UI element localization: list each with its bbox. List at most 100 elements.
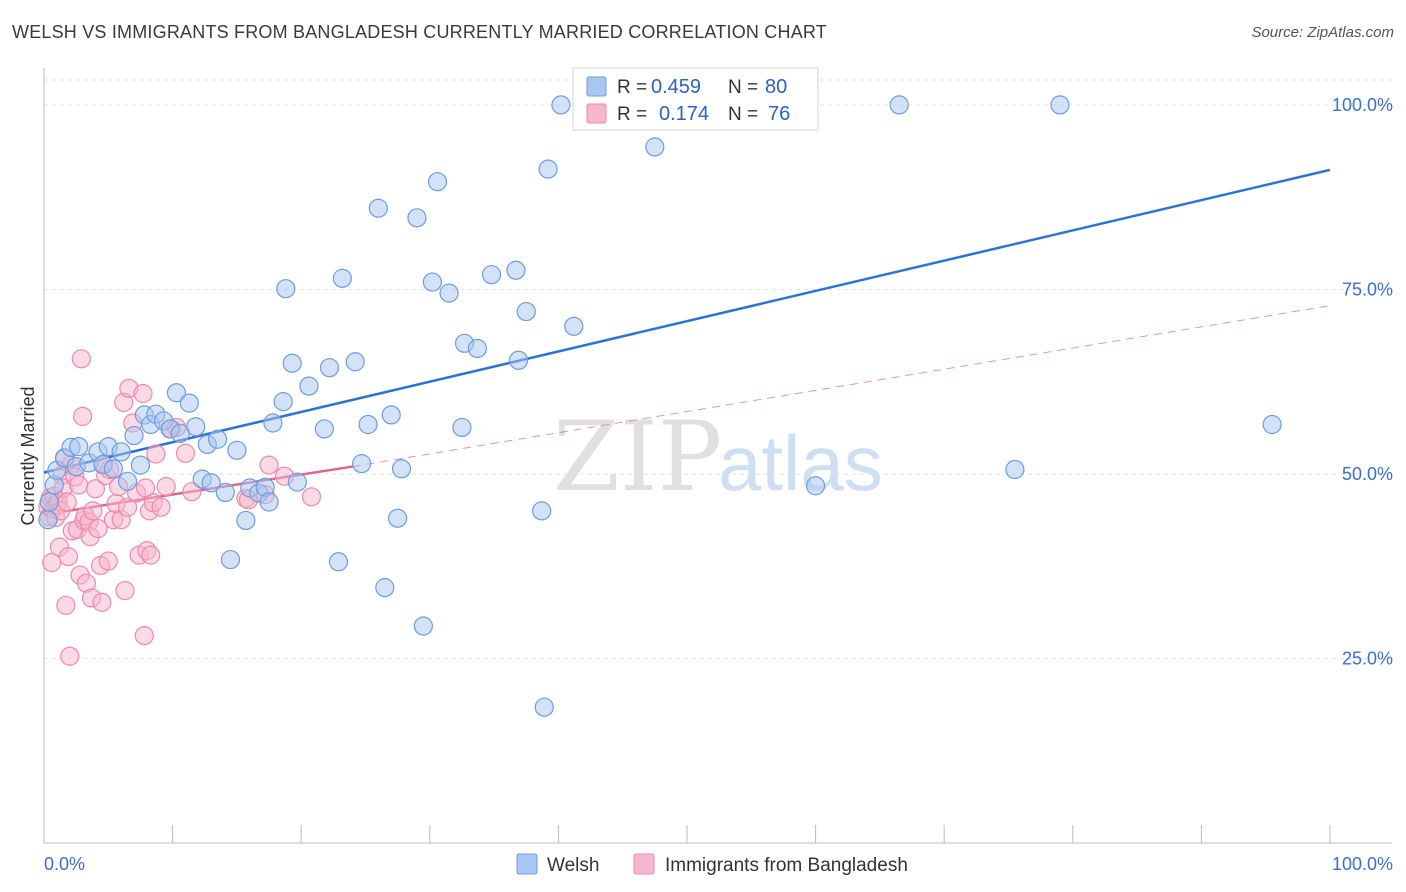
welsh-point-78 — [1005, 459, 1025, 480]
bangladesh-point-61 — [156, 476, 176, 497]
welsh-point-76 — [805, 476, 826, 496]
y-tick-label-50: 50.0% — [1342, 464, 1393, 484]
welsh-point-59 — [427, 172, 448, 192]
welsh-point-32 — [227, 440, 247, 460]
welsh-point-72 — [564, 316, 584, 336]
bangladesh-point-3 — [42, 552, 62, 573]
welsh-point-50 — [358, 414, 378, 435]
welsh-point-31 — [220, 549, 241, 570]
legend-bottom-label-welsh: Welsh — [547, 855, 599, 876]
y-tick-label-75: 75.0% — [1342, 279, 1393, 299]
welsh-point-47 — [332, 268, 352, 288]
welsh-point-67 — [516, 301, 536, 322]
legend-top-box — [572, 67, 819, 131]
legend-top: R = 0.459 N = 80 R = 0.174 N = 76 — [572, 67, 819, 131]
welsh-point-44 — [314, 419, 334, 439]
axes — [43, 68, 1392, 844]
welsh-point-46 — [328, 552, 349, 572]
welsh-point-1 — [39, 492, 59, 512]
bangladesh-point-14 — [56, 595, 76, 615]
legend-bottom-label-bangladesh: Immigrants from Bangladesh — [665, 855, 908, 876]
welsh-point-14 — [117, 471, 138, 491]
legend-bottom: Welsh Immigrants from Bangladesh — [516, 853, 908, 876]
welsh-point-74 — [645, 137, 665, 157]
welsh-point-70 — [538, 159, 558, 179]
welsh-point-22 — [166, 383, 187, 403]
watermark: ZIP atlas — [553, 401, 883, 513]
bangladesh-point-16 — [58, 547, 79, 567]
welsh-point-52 — [375, 578, 395, 598]
welsh-point-71 — [551, 95, 571, 115]
bangladesh-point-34 — [88, 518, 108, 539]
y-tick-labels: 25.0% 50.0% 75.0% 100.0% — [1332, 95, 1393, 669]
welsh-point-54 — [388, 508, 408, 528]
legend-swatch-welsh — [586, 76, 607, 97]
bangladesh-point-52 — [133, 383, 153, 404]
gridlines — [44, 79, 1392, 659]
bangladesh-point-25 — [72, 406, 93, 426]
bangladesh-point-32 — [83, 501, 103, 521]
welsh-point-57 — [413, 616, 433, 636]
x-tick-label-max: 100.0% — [1332, 854, 1393, 874]
welsh-point-63 — [467, 338, 487, 359]
welsh-point-29 — [208, 429, 228, 449]
bangladesh-point-64 — [175, 443, 196, 463]
welsh-point-38 — [263, 413, 283, 433]
y-tick-label-25: 25.0% — [1342, 648, 1393, 668]
bangladesh-point-46 — [115, 580, 135, 601]
legend-r-label-welsh: R = — [617, 77, 647, 98]
bangladesh-point-33 — [85, 479, 106, 499]
welsh-point-45 — [319, 358, 340, 378]
welsh-point-55 — [391, 459, 412, 479]
watermark-zip: ZIP — [553, 401, 722, 513]
bangladesh-point-39 — [98, 551, 118, 571]
legend-swatch-bangladesh — [586, 103, 607, 124]
bangladesh-point-22 — [69, 475, 89, 495]
legend-r-label-bangladesh: R = — [617, 104, 647, 125]
welsh-point-30 — [215, 482, 235, 503]
bangladesh-point-36 — [92, 592, 112, 612]
welsh-point-43 — [299, 376, 319, 396]
welsh-point-7 — [69, 437, 89, 457]
x-ticks — [43, 825, 1331, 843]
welsh-point-0 — [38, 510, 58, 530]
x-tick-label-min: 0.0% — [44, 854, 85, 874]
bangladesh-point-15 — [57, 492, 77, 512]
y-axis-title: Currently Married — [18, 386, 38, 525]
y-tick-label-100: 100.0% — [1332, 95, 1393, 115]
legend-bottom-swatch-welsh — [516, 853, 538, 875]
welsh-point-15 — [124, 425, 144, 446]
legend-n-label-welsh: N = — [728, 77, 758, 98]
welsh-point-68 — [532, 501, 552, 521]
welsh-point-33 — [236, 510, 256, 531]
welsh-point-37 — [259, 492, 279, 512]
welsh-point-39 — [273, 392, 293, 412]
welsh-point-49 — [352, 454, 372, 474]
legend-n-label-bangladesh: N = — [728, 104, 758, 125]
legend-bottom-swatch-bangladesh — [633, 853, 655, 875]
welsh-point-79 — [1050, 95, 1070, 115]
welsh-point-69 — [534, 697, 554, 717]
welsh-points — [38, 95, 1282, 717]
bangladesh-trend-extension — [352, 305, 1331, 468]
bangladesh-point-59 — [146, 444, 166, 464]
welsh-point-77 — [889, 95, 909, 115]
legend-n-value-welsh: 80 — [765, 76, 787, 98]
welsh-point-58 — [422, 272, 442, 292]
welsh-point-56 — [407, 208, 427, 228]
welsh-point-16 — [130, 455, 151, 475]
welsh-point-24 — [179, 393, 199, 413]
welsh-point-64 — [481, 265, 502, 285]
source-label: Source: ZipAtlas.com — [1251, 24, 1394, 41]
chart-title: WELSH VS IMMIGRANTS FROM BANGLADESH CURR… — [12, 22, 827, 42]
welsh-point-13 — [111, 442, 131, 462]
welsh-point-80 — [1262, 414, 1282, 435]
watermark-atlas: atlas — [718, 419, 883, 507]
legend-n-value-bangladesh: 76 — [768, 103, 790, 125]
bangladesh-point-65 — [182, 482, 202, 502]
welsh-point-42 — [287, 472, 307, 492]
bangladesh-point-57 — [141, 545, 161, 565]
welsh-point-53 — [381, 405, 401, 425]
bangladesh-point-47 — [117, 497, 138, 517]
